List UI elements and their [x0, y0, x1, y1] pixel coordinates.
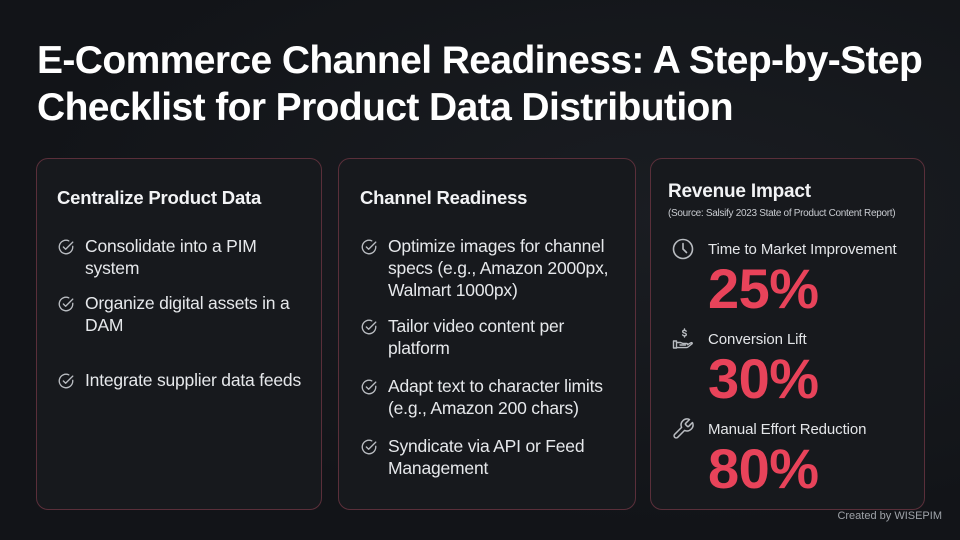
source-citation: (Source: Salsify 2023 State of Product C… — [668, 208, 896, 219]
check-circle-icon — [361, 239, 377, 255]
list-item-text: Adapt text to character limits (e.g., Am… — [388, 376, 603, 418]
card-heading: Revenue Impact — [668, 181, 811, 202]
list-item-text: Integrate supplier data feeds — [85, 370, 302, 390]
metric-label: Time to Market Improvement — [708, 240, 897, 258]
checklist: Consolidate into a PIM system Organize d… — [57, 235, 311, 391]
metric-label: Conversion Lift — [708, 330, 807, 348]
hand-dollar-icon — [672, 328, 693, 349]
list-item: Consolidate into a PIM system — [57, 235, 311, 292]
wrench-icon — [673, 418, 694, 439]
metric-value: 30% — [708, 347, 819, 410]
checklist: Optimize images for channel specs (e.g.,… — [360, 235, 625, 479]
card-centralize-product-data: Centralize Product Data Consolidate into… — [36, 158, 322, 510]
check-circle-icon — [361, 379, 377, 395]
list-item-text: Consolidate into a PIM system — [85, 236, 257, 278]
metric-time-to-market: Time to Market Improvement 25% — [671, 237, 914, 317]
metric-label: Manual Effort Reduction — [708, 420, 867, 438]
page-title: E-Commerce Channel Readiness: A Step-by-… — [37, 39, 923, 129]
card-heading: Centralize Product Data — [57, 187, 262, 208]
credit-text: Created by WISEPIM — [837, 510, 942, 522]
list-item-text: Syndicate via API or Feed Management — [388, 436, 585, 478]
list-item: Integrate supplier data feeds — [57, 369, 311, 391]
list-item: Syndicate via API or Feed Management — [360, 435, 625, 479]
check-circle-icon — [58, 239, 74, 255]
check-circle-icon — [58, 373, 74, 389]
check-circle-icon — [361, 319, 377, 335]
list-item-text: Organize digital assets in a DAM — [85, 293, 290, 335]
list-item: Tailor video content per platform — [360, 315, 625, 375]
metric-value: 25% — [708, 257, 819, 320]
metric-manual-effort-reduction: Manual Effort Reduction 80% — [671, 417, 914, 497]
clock-icon — [672, 238, 694, 260]
check-circle-icon — [361, 439, 377, 455]
metric-value: 80% — [708, 437, 819, 500]
list-item-text: Tailor video content per platform — [388, 316, 565, 358]
metric-conversion-lift: Conversion Lift 30% — [671, 327, 914, 407]
list-item: Optimize images for channel specs (e.g.,… — [360, 235, 625, 315]
list-item: Organize digital assets in a DAM — [57, 292, 311, 369]
list-item-text: Optimize images for channel specs (e.g.,… — [388, 236, 609, 300]
list-item: Adapt text to character limits (e.g., Am… — [360, 375, 625, 435]
card-channel-readiness: Channel Readiness Optimize images for ch… — [338, 158, 636, 510]
check-circle-icon — [58, 296, 74, 312]
card-revenue-impact: Revenue Impact (Source: Salsify 2023 Sta… — [650, 158, 925, 510]
card-heading: Channel Readiness — [360, 187, 528, 208]
